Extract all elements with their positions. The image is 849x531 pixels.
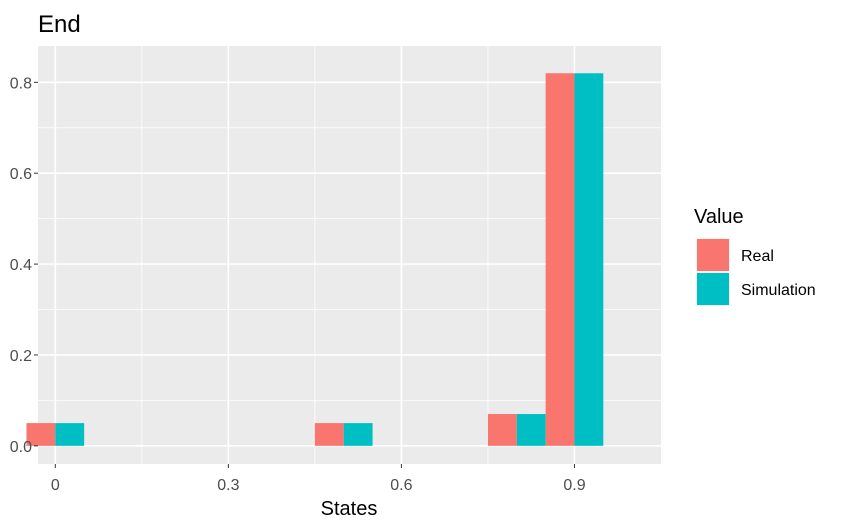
legend-label-simulation: Simulation [741,282,816,299]
x-tick-label: 0.6 [390,477,412,494]
x-axis: 0 0.3 0.6 0.9 [51,464,586,494]
bar-real-0 [26,423,56,446]
y-tick-label: 0.4 [10,257,32,274]
legend: Value Real Simulation [694,206,816,306]
legend-swatch-real [697,239,729,271]
x-tick-label: 0.9 [563,477,585,494]
x-axis-title: States [321,498,378,520]
legend-label-real: Real [741,248,774,265]
bar-real-3 [545,73,575,446]
bar-simulation-2 [516,414,546,446]
legend-swatch-simulation [697,273,729,305]
bar-simulation-0 [55,423,85,446]
x-tick-label: 0 [51,477,60,494]
y-tick-label: 0.0 [10,439,32,456]
x-tick-label: 0.3 [217,477,239,494]
y-axis: 0.0 0.2 0.4 0.6 0.8 [10,75,38,456]
bar-real-1 [314,423,344,446]
grid-minor [38,46,661,464]
legend-title: Value [694,206,744,228]
y-tick-label: 0.2 [10,348,32,365]
bar-real-2 [487,414,517,446]
chart-title: End [38,11,81,38]
bar-simulation-3 [574,73,604,446]
bars [26,73,604,446]
y-tick-label: 0.8 [10,75,32,92]
y-tick-label: 0.6 [10,166,32,183]
bar-simulation-1 [343,423,373,446]
